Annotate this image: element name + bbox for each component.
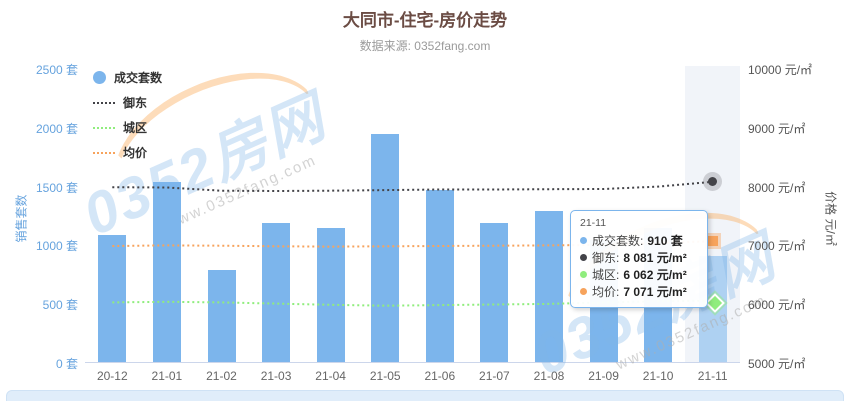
series-dot-icon — [580, 288, 587, 295]
right-axis-tick: 10000 元/㎡ — [748, 63, 813, 77]
均价-point-marker[interactable] — [707, 236, 718, 247]
御东-point-marker[interactable] — [707, 176, 717, 186]
tooltip-row: 成交套数: 910 套 — [580, 232, 698, 249]
tooltip-row: 御东: 8 081 元/m² — [580, 249, 698, 266]
watermark-url: www.0352fang.com — [163, 151, 320, 234]
x-axis-label-21-08: 21-08 — [533, 369, 565, 383]
bar-21-05[interactable] — [371, 133, 400, 363]
x-axis-label-21-11: 21-11 — [697, 369, 728, 383]
legend-label: 御东 — [123, 96, 148, 110]
bar-21-06[interactable] — [425, 190, 454, 363]
legend-item-chengqu[interactable]: 城区 — [93, 119, 162, 136]
left-axis-title: 销售套数 — [14, 194, 29, 243]
x-axis-label-21-03: 21-03 — [260, 369, 292, 383]
legend-item-deals[interactable]: 成交套数 — [93, 69, 162, 86]
bar-21-03[interactable] — [262, 223, 290, 363]
x-axis-label-21-02: 21-02 — [206, 369, 237, 383]
tooltip-value: 7 071 元/m² — [623, 285, 687, 299]
x-axis-label-21-04: 21-04 — [315, 369, 346, 383]
x-axis-label-21-01: 21-01 — [151, 369, 183, 383]
right-axis-tick: 7000 元/㎡ — [748, 239, 806, 254]
bar-21-07[interactable] — [480, 223, 509, 363]
x-axis-label-21-09: 21-09 — [588, 369, 619, 383]
left-axis-tick: 1000 套 — [35, 239, 78, 254]
legend-label: 成交套数 — [114, 71, 163, 85]
left-axis-tick: 2000 套 — [35, 121, 78, 136]
right-axis-title: 价格 元/㎡ — [823, 191, 838, 246]
legend-dotted-line-icon — [93, 126, 115, 129]
x-axis-label-21-07: 21-07 — [479, 369, 510, 383]
tooltip: 21-11 成交套数: 910 套御东: 8 081 元/m² 城区: 6 062 元/… — [570, 210, 708, 308]
tooltip-row: 均价: 7 071 元/m² — [580, 283, 698, 300]
left-axis-tick: 500 套 — [42, 298, 78, 313]
bar-21-04[interactable] — [316, 227, 345, 363]
right-axis-tick: 9000 元/㎡ — [748, 121, 806, 136]
right-axis-tick: 5000 元/㎡ — [748, 357, 806, 371]
x-axis-label-20-12: 20-12 — [96, 369, 128, 383]
bar-21-08[interactable] — [535, 211, 563, 363]
legend-label: 城区 — [123, 121, 148, 135]
tooltip-value: 6 062 元/m² — [623, 268, 687, 282]
tooltip-value: 8 081 元/m² — [623, 251, 687, 265]
data-zoom-slider[interactable] — [6, 390, 844, 401]
legend-dotted-line-icon — [93, 151, 115, 154]
legend-dotted-line-icon — [93, 101, 115, 104]
tooltip-label: 均价: — [592, 285, 620, 299]
bar-21-01[interactable] — [152, 181, 181, 363]
series-dot-icon — [580, 237, 587, 244]
legend-item-junjia[interactable]: 均价 — [93, 144, 162, 161]
bar-20-12[interactable] — [98, 234, 127, 363]
x-axis-line — [85, 362, 740, 363]
left-axis-tick: 0 套 — [55, 357, 78, 371]
tooltip-header: 21-11 — [580, 217, 607, 229]
legend: 成交套数 御东 城区 均价 — [93, 69, 162, 169]
tooltip-label: 御东: — [592, 251, 620, 265]
chart-subtitle: 数据来源: 0352fang.com — [359, 39, 491, 53]
tooltip-row: 城区: 6 062 元/m² — [580, 266, 698, 283]
left-axis-tick: 2500 套 — [35, 63, 78, 77]
tooltip-label: 城区: — [592, 268, 620, 282]
right-axis-tick: 6000 元/㎡ — [748, 298, 806, 313]
legend-circle-icon — [93, 71, 106, 84]
left-axis-tick: 1500 套 — [35, 180, 78, 195]
tooltip-value: 910 套 — [647, 234, 683, 248]
legend-item-yudong[interactable]: 御东 — [93, 94, 162, 111]
bar-21-02[interactable] — [207, 270, 236, 363]
x-axis-label-21-10: 21-10 — [642, 369, 674, 383]
x-axis-label-21-06: 21-06 — [424, 369, 456, 383]
right-axis-tick: 8000 元/㎡ — [748, 180, 806, 195]
series-dot-icon — [580, 271, 587, 278]
chart-title: 大同市-住宅-房价走势 — [342, 11, 508, 30]
series-dot-icon — [580, 254, 587, 261]
legend-label: 均价 — [123, 146, 148, 160]
line-御东 — [112, 180, 713, 193]
tooltip-label: 成交套数: — [592, 234, 644, 248]
x-axis-label-21-05: 21-05 — [369, 369, 401, 383]
